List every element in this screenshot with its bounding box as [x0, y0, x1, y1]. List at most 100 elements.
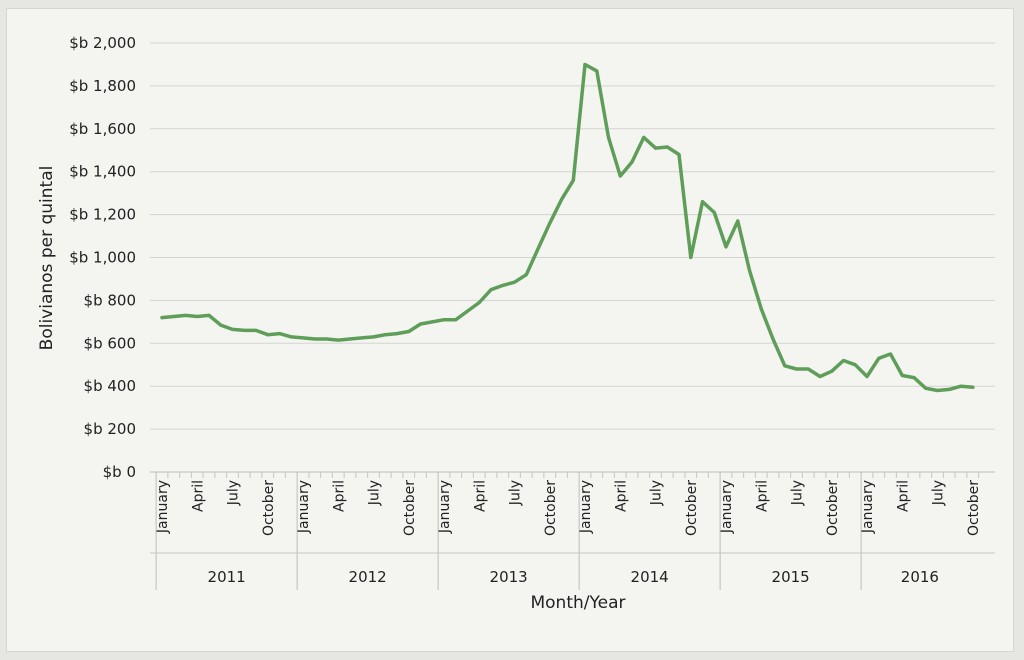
- data-point: [759, 307, 763, 311]
- y-tick-label: $b 600: [84, 334, 136, 352]
- y-tick-label: $b 200: [84, 420, 136, 438]
- x-tick-label: January: [155, 480, 171, 534]
- data-point: [936, 388, 939, 392]
- data-point: [806, 367, 810, 371]
- data-point: [477, 301, 481, 305]
- data-point: [607, 135, 610, 139]
- data-point: [560, 198, 563, 202]
- y-tick-label: $b 0: [103, 463, 136, 481]
- x-tick-label: April: [613, 480, 629, 512]
- data-point: [818, 375, 822, 379]
- x-tick-label: April: [754, 480, 770, 512]
- data-point: [501, 283, 505, 287]
- data-point: [771, 337, 775, 341]
- data-point: [513, 280, 516, 284]
- x-tick-label: April: [331, 480, 347, 512]
- year-label: 2012: [349, 568, 387, 586]
- data-point: [301, 336, 305, 340]
- data-point: [454, 318, 458, 322]
- x-tick-label: April: [895, 480, 911, 512]
- data-point: [959, 384, 963, 388]
- data-point: [701, 200, 704, 204]
- data-point: [325, 337, 328, 341]
- data-point: [830, 369, 834, 373]
- data-point: [900, 373, 904, 377]
- data-point: [172, 314, 176, 318]
- data-point: [407, 330, 411, 334]
- data-point: [924, 386, 928, 390]
- data-point: [536, 247, 540, 251]
- data-point: [466, 309, 469, 313]
- x-tick-label: July: [226, 480, 242, 506]
- x-tick-label: October: [261, 480, 277, 536]
- data-point: [783, 364, 787, 368]
- data-point: [748, 268, 751, 272]
- x-tick-label: July: [649, 480, 665, 506]
- x-tick-label: October: [543, 480, 559, 536]
- data-point: [912, 376, 916, 380]
- data-point: [583, 62, 587, 66]
- gridlines: [150, 42, 995, 473]
- data-point: [677, 153, 681, 157]
- year-label: 2011: [208, 568, 246, 586]
- x-tick-label: January: [296, 480, 312, 534]
- data-point: [712, 210, 716, 214]
- data-point: [372, 335, 375, 339]
- data-point: [207, 313, 211, 317]
- data-point: [266, 333, 270, 337]
- y-tick-label: $b 1,400: [69, 163, 136, 181]
- x-tick-label: January: [719, 480, 735, 534]
- y-tick-label: $b 1,800: [69, 77, 136, 95]
- data-point: [360, 336, 364, 340]
- data-point: [242, 328, 246, 332]
- data-point: [889, 352, 892, 356]
- y-tick-label: $b 1,200: [69, 206, 136, 224]
- data-point: [313, 337, 317, 341]
- y-axis-ticks: $b 0 $b 200 $b 400 $b 600 $b 800 $b 1,000 $b 1…: [69, 34, 136, 481]
- year-label: 2015: [772, 568, 810, 586]
- data-point: [947, 387, 951, 391]
- data-point: [336, 338, 340, 342]
- x-tick-label: October: [825, 480, 841, 536]
- data-point: [724, 245, 728, 249]
- data-point: [289, 335, 293, 339]
- x-axis-title: Month/Year: [530, 593, 625, 613]
- x-tick-label: July: [931, 480, 947, 506]
- data-point: [489, 288, 493, 292]
- year-label: 2014: [631, 568, 669, 586]
- x-axis: January April July October January April July O…: [150, 472, 995, 590]
- x-tick-label: July: [790, 480, 806, 506]
- data-point: [348, 337, 352, 341]
- data-point: [665, 145, 669, 149]
- x-tick-label: October: [402, 480, 418, 536]
- data-point: [618, 174, 622, 178]
- x-tick-label: October: [684, 480, 700, 536]
- y-tick-label: $b 400: [84, 377, 136, 395]
- data-point: [219, 323, 223, 327]
- data-point: [642, 135, 646, 139]
- y-axis-title: Bolivianos per quintal: [37, 166, 57, 351]
- data-point: [595, 69, 599, 73]
- data-point: [442, 318, 446, 322]
- data-point: [971, 385, 975, 389]
- data-point: [689, 256, 693, 259]
- data-point: [877, 356, 881, 360]
- y-tick-label: $b 1,600: [69, 120, 136, 138]
- data-point: [524, 273, 528, 277]
- series-layer: [160, 62, 975, 393]
- data-point: [654, 146, 657, 150]
- x-tick-label: April: [190, 480, 206, 512]
- year-label: 2016: [901, 568, 939, 586]
- data-point: [430, 320, 434, 324]
- chart-frame: [6, 8, 1014, 652]
- y-tick-label: $b 2,000: [69, 34, 136, 52]
- data-point: [842, 358, 845, 362]
- data-point: [278, 332, 281, 336]
- data-point: [865, 375, 869, 379]
- data-point: [195, 314, 199, 318]
- data-point: [630, 160, 634, 164]
- x-tick-label: January: [437, 480, 453, 534]
- x-tick-label: April: [472, 480, 488, 512]
- year-label: 2013: [490, 568, 528, 586]
